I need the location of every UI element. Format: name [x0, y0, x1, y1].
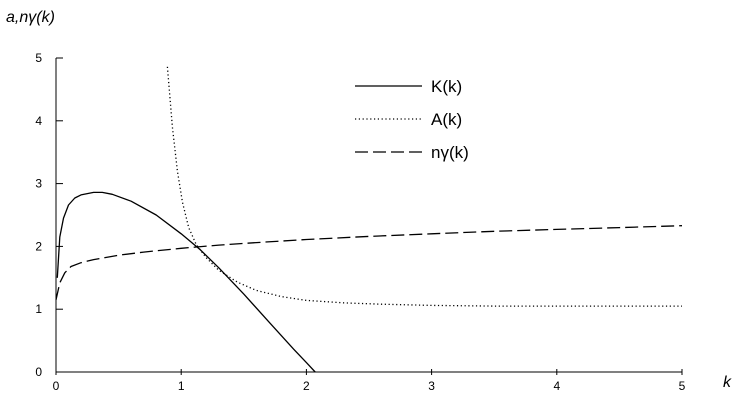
- x-axis-title: k: [723, 374, 732, 391]
- y-axis-title: a,nγ(k): [6, 9, 55, 26]
- series-line-a: [166, 66, 682, 307]
- x-tick-label: 2: [303, 379, 310, 393]
- x-tick-label: 0: [53, 379, 60, 393]
- ticks-group: 0 1 2 3 4 5 0 1 2 3 4 5: [35, 51, 685, 393]
- legend-label-a: A(k): [431, 110, 462, 129]
- y-tick-label: 0: [35, 365, 42, 379]
- series-line-n-gamma: [55, 225, 683, 300]
- legend-label-n-gamma: nγ(k): [431, 143, 469, 162]
- x-tick-label: 3: [428, 379, 435, 393]
- legend: K(k) A(k) nγ(k): [355, 77, 469, 162]
- y-tick-label: 3: [35, 177, 42, 191]
- y-tick-label: 4: [35, 114, 42, 128]
- y-tick-label: 1: [35, 302, 42, 316]
- x-tick-label: 5: [679, 379, 686, 393]
- series-line-k: [56, 191, 316, 373]
- series-group: [55, 66, 683, 373]
- y-tick-label: 5: [35, 51, 42, 65]
- y-tick-label: 2: [35, 239, 42, 253]
- x-tick-label: 4: [553, 379, 560, 393]
- legend-label-k: K(k): [431, 77, 462, 96]
- x-tick-label: 1: [178, 379, 185, 393]
